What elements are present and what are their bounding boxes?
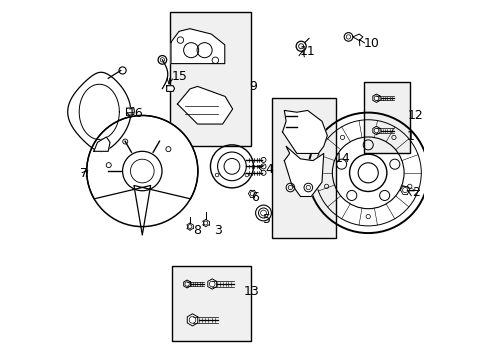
- Text: 11: 11: [299, 45, 314, 58]
- Polygon shape: [372, 126, 379, 135]
- Bar: [172, 266, 250, 341]
- Bar: [170, 12, 250, 145]
- Polygon shape: [207, 279, 216, 289]
- Text: 8: 8: [193, 224, 201, 237]
- Text: 12: 12: [407, 109, 423, 122]
- Text: 7: 7: [80, 167, 87, 180]
- Polygon shape: [372, 94, 379, 103]
- Text: 2: 2: [411, 186, 419, 199]
- Bar: [363, 82, 409, 153]
- Text: 1: 1: [406, 130, 414, 144]
- Polygon shape: [86, 116, 198, 235]
- Polygon shape: [177, 86, 232, 124]
- Polygon shape: [282, 111, 326, 153]
- Text: 10: 10: [363, 37, 379, 50]
- Polygon shape: [187, 314, 197, 326]
- Text: 16: 16: [128, 107, 143, 120]
- Polygon shape: [352, 34, 362, 41]
- Text: 14: 14: [334, 152, 349, 165]
- Polygon shape: [171, 29, 224, 64]
- Polygon shape: [183, 280, 190, 288]
- Polygon shape: [284, 146, 323, 197]
- Text: 15: 15: [171, 69, 187, 82]
- Text: 9: 9: [249, 80, 257, 93]
- Polygon shape: [166, 86, 174, 91]
- Text: 5: 5: [262, 213, 270, 226]
- Text: 13: 13: [243, 285, 259, 298]
- Text: 4: 4: [265, 163, 273, 176]
- Text: 6: 6: [251, 191, 259, 204]
- Polygon shape: [94, 137, 110, 151]
- Bar: [271, 98, 336, 238]
- Text: 3: 3: [213, 224, 221, 237]
- Polygon shape: [126, 108, 134, 116]
